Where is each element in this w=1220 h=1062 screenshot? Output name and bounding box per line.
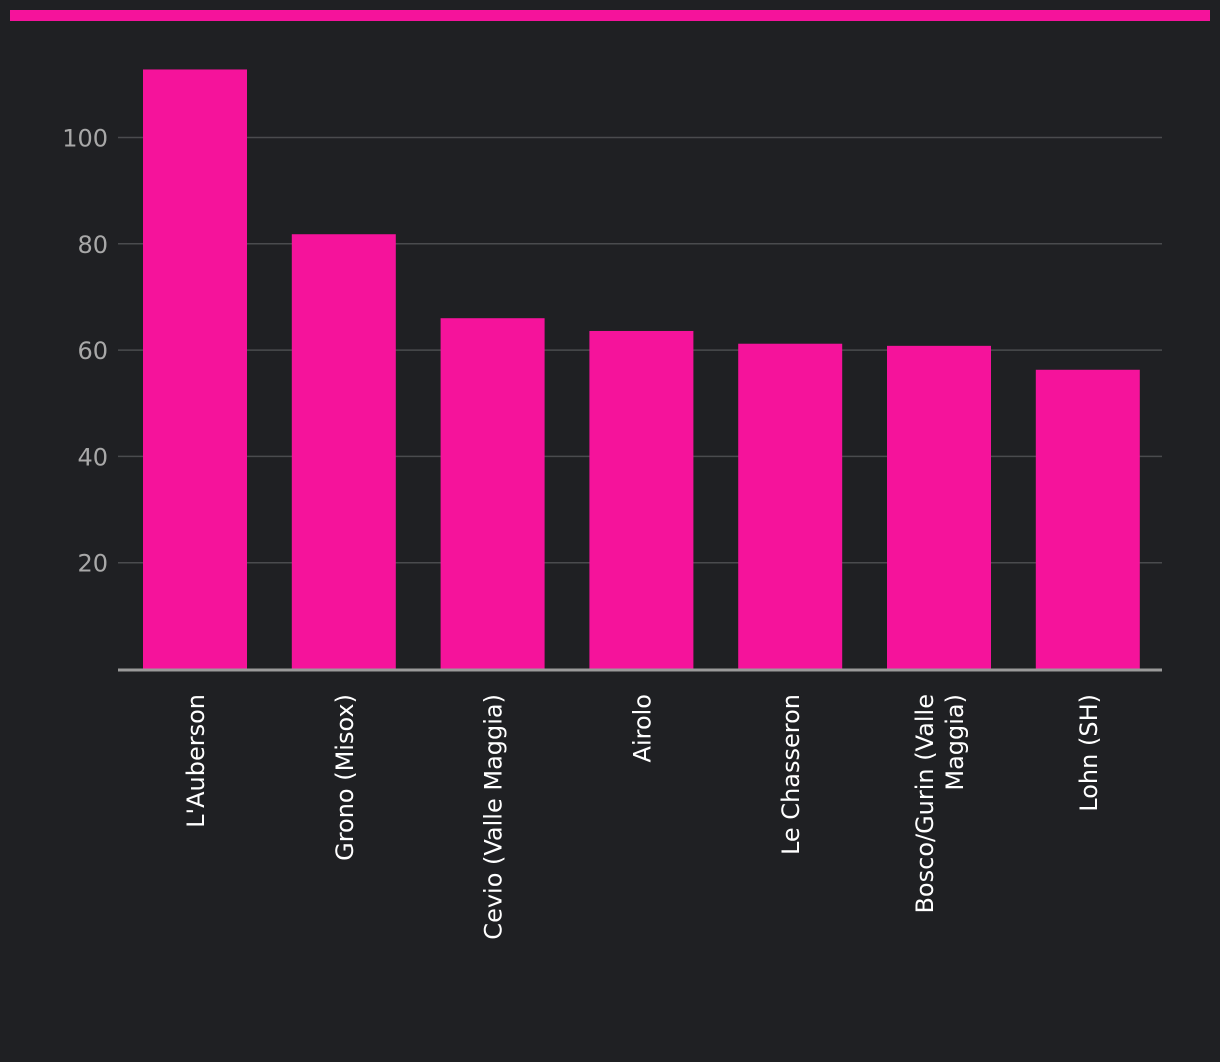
x-axis-labels: L'Auberson Grono (Misox) Cevio (Valle Magg… — [182, 694, 1103, 940]
bar-3 — [589, 330, 694, 669]
y-tick-label-100: 100 — [62, 125, 108, 153]
y-axis-ticks: 20 40 60 80 100 — [62, 125, 108, 578]
x-category-label-0-line-0: L'Auberson — [182, 694, 210, 828]
x-category-label-1-line-0: Grono (Misox) — [331, 694, 359, 861]
y-tick-label-60: 60 — [77, 337, 108, 365]
x-category-label-4: Le Chasseron — [777, 694, 805, 855]
y-tick-label-20: 20 — [77, 550, 108, 578]
bar-4 — [738, 343, 843, 669]
x-category-label-3: Airolo — [628, 694, 656, 762]
bar-1 — [291, 234, 396, 669]
x-category-label-5: Bosco/Gurin (ValleMaggia) — [911, 694, 969, 914]
top-accent-bar — [10, 10, 1210, 21]
x-category-label-3-line-0: Airolo — [628, 694, 656, 762]
x-category-label-5-line-0: Bosco/Gurin (Valle — [911, 694, 939, 914]
x-category-label-5-line-1: Maggia) — [941, 694, 969, 791]
bar-2 — [440, 318, 545, 669]
y-tick-label-40: 40 — [77, 443, 108, 471]
x-category-label-1: Grono (Misox) — [331, 694, 359, 861]
x-category-label-2: Cevio (Valle Maggia) — [480, 694, 508, 940]
x-category-label-4-line-0: Le Chasseron — [777, 694, 805, 855]
x-category-label-6: Lohn (SH) — [1075, 694, 1103, 812]
x-category-label-0: L'Auberson — [182, 694, 210, 828]
y-tick-label-80: 80 — [77, 231, 108, 259]
x-category-label-2-line-0: Cevio (Valle Maggia) — [480, 694, 508, 940]
bar-5 — [887, 345, 991, 669]
x-category-label-6-line-0: Lohn (SH) — [1075, 694, 1103, 812]
bar-6 — [1035, 369, 1140, 669]
bar-0 — [143, 69, 247, 669]
bars — [143, 69, 1140, 669]
